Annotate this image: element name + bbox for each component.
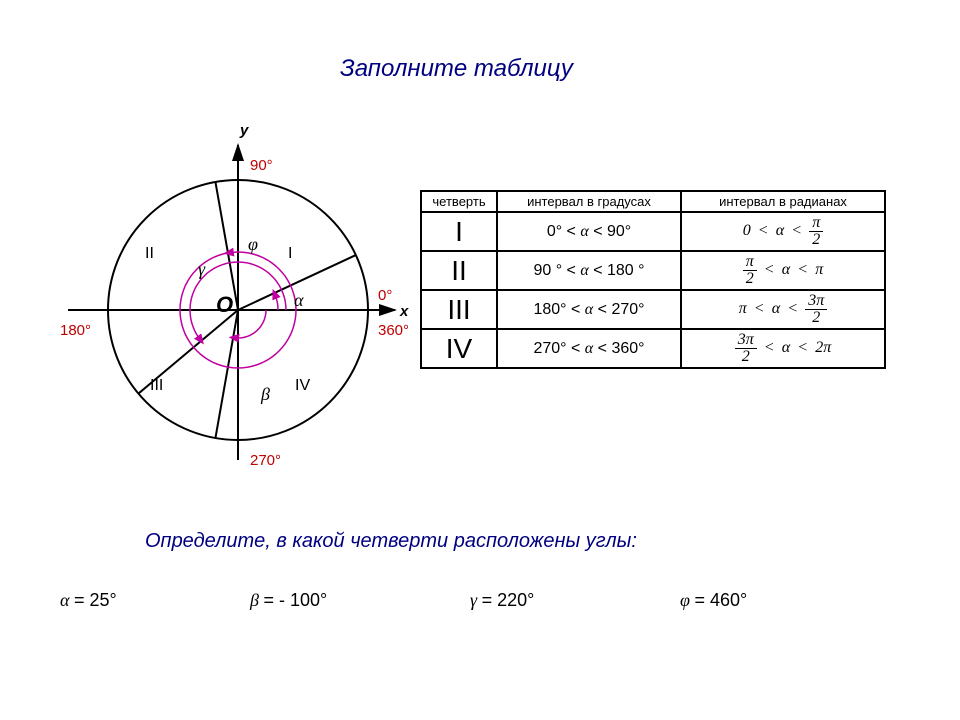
- y-axis-label: y: [239, 122, 249, 139]
- angle-assignment: β = - 100°: [250, 590, 327, 611]
- cell-radians: π < α < 3π2: [681, 290, 885, 329]
- origin-label: О: [216, 292, 233, 317]
- greek-label: α: [294, 290, 304, 310]
- greek-label: φ: [248, 234, 258, 254]
- degree-label: 180°: [60, 322, 91, 339]
- angle-ray: [215, 310, 238, 438]
- quadrant-label: IV: [295, 377, 310, 394]
- col-radians: интервал в радианах: [681, 191, 885, 212]
- col-quarter: четверть: [421, 191, 497, 212]
- page-title: Заполните таблицу: [340, 55, 573, 83]
- angle-ray: [215, 182, 238, 310]
- greek-label: β: [260, 384, 270, 404]
- cell-radians: 3π2 < α < 2π: [681, 329, 885, 368]
- table-row: I0° < α < 90°0 < α < π2: [421, 212, 885, 251]
- subtitle: Определите, в какой четверти расположены…: [145, 530, 637, 553]
- cell-degrees: 270° < α < 360°: [497, 329, 681, 368]
- degree-label: 270°: [250, 452, 281, 469]
- cell-quarter: II: [421, 251, 497, 290]
- degree-label: 90°: [250, 157, 273, 174]
- table-row: IV270° < α < 360°3π2 < α < 2π: [421, 329, 885, 368]
- x-axis-label: x: [399, 303, 409, 320]
- quadrant-label: III: [150, 377, 163, 394]
- angle-arc: [274, 293, 278, 310]
- quadrant-label: II: [145, 245, 154, 262]
- table-row: III180° < α < 270°π < α < 3π2: [421, 290, 885, 329]
- table-row: II90 ° < α < 180 °π2 < α < π: [421, 251, 885, 290]
- angle-assignment: γ = 220°: [470, 590, 534, 611]
- angle-assignment: α = 25°: [60, 590, 117, 611]
- degree-label: 0°: [378, 287, 392, 304]
- greek-label: γ: [198, 259, 206, 279]
- cell-quarter: I: [421, 212, 497, 251]
- unit-circle-diagram: y x О 90°0°360°180°270° IIIIIIIV αβγφ: [40, 110, 420, 490]
- cell-quarter: IV: [421, 329, 497, 368]
- cell-degrees: 90 ° < α < 180 °: [497, 251, 681, 290]
- cell-radians: π2 < α < π: [681, 251, 885, 290]
- cell-degrees: 0° < α < 90°: [497, 212, 681, 251]
- col-degrees: интервал в градусах: [497, 191, 681, 212]
- cell-degrees: 180° < α < 270°: [497, 290, 681, 329]
- cell-radians: 0 < α < π2: [681, 212, 885, 251]
- cell-quarter: III: [421, 290, 497, 329]
- degree-label: 360°: [378, 322, 409, 339]
- quadrant-table: четверть интервал в градусах интервал в …: [420, 190, 886, 369]
- quadrant-label: I: [288, 245, 292, 262]
- angle-assignment: φ = 460°: [680, 590, 747, 611]
